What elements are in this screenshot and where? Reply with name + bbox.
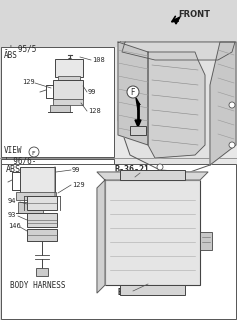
Bar [200, 232, 212, 250]
Circle shape [229, 102, 235, 108]
Text: B-20-1: B-20-1 [118, 288, 148, 297]
Bar [16, 192, 56, 200]
Text: B-36-21: B-36-21 [115, 165, 150, 174]
Bar [18, 202, 43, 213]
Polygon shape [118, 42, 236, 172]
Polygon shape [148, 52, 205, 158]
Bar [50, 105, 70, 112]
Bar [130, 126, 146, 135]
Polygon shape [97, 172, 208, 180]
Bar [58, 76, 80, 80]
Text: 129: 129 [72, 182, 85, 188]
Text: 129: 129 [22, 79, 35, 85]
Circle shape [229, 142, 235, 148]
Text: 93: 93 [8, 212, 17, 218]
Polygon shape [118, 42, 148, 145]
Bar [1, 164, 236, 319]
Text: BODY HARNESS: BODY HARNESS [10, 281, 65, 290]
Polygon shape [136, 98, 140, 110]
Bar [27, 196, 57, 210]
Polygon shape [210, 42, 236, 165]
Bar [1, 47, 114, 157]
Bar [115, 47, 237, 237]
Text: -' 95/5: -' 95/5 [4, 44, 36, 53]
Circle shape [127, 86, 139, 98]
Bar [105, 180, 200, 285]
Text: F: F [32, 150, 35, 156]
Circle shape [157, 164, 163, 170]
Bar [1, 159, 114, 237]
Bar [53, 99, 83, 105]
Text: ' 96/6-: ' 96/6- [4, 156, 36, 165]
Text: 94: 94 [8, 198, 17, 204]
Text: F: F [131, 87, 135, 97]
Text: ABS: ABS [4, 51, 18, 60]
Text: VIEW: VIEW [4, 146, 23, 155]
Bar [120, 285, 185, 295]
Bar [27, 229, 57, 241]
Text: 128: 128 [88, 108, 101, 114]
Bar [55, 59, 83, 77]
Text: 99: 99 [88, 89, 96, 95]
Circle shape [68, 59, 72, 61]
Text: FRONT: FRONT [178, 10, 210, 19]
Bar [36, 268, 48, 276]
Bar [27, 213, 57, 227]
Circle shape [29, 147, 39, 157]
Polygon shape [122, 42, 235, 60]
Bar [120, 170, 185, 180]
Bar [53, 80, 83, 100]
Text: 146: 146 [8, 223, 21, 229]
Polygon shape [174, 17, 180, 24]
Polygon shape [135, 120, 141, 127]
Text: 99: 99 [72, 167, 81, 173]
Polygon shape [97, 180, 105, 293]
Text: 108: 108 [92, 57, 105, 63]
Text: ABS: ABS [6, 165, 21, 174]
Bar [20, 167, 55, 197]
